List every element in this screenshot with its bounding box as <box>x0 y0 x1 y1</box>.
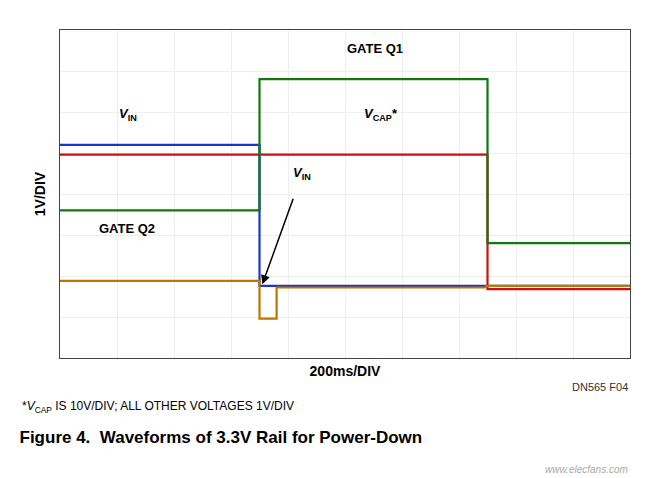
svg-text:V​CAP​*: V​CAP​* <box>364 106 398 123</box>
svg-text:*V​CAP​ IS 10V/DIV; ALL OTHER: *V​CAP​ IS 10V/DIV; ALL OTHER VOLTAGES 1… <box>22 399 294 415</box>
svg-text:200ms/DIV: 200ms/DIV <box>310 363 381 379</box>
svg-text:V​IN​: V​IN​ <box>293 165 311 182</box>
svg-text:1V/DIV: 1V/DIV <box>32 171 48 216</box>
svg-text:Figure 4. Waveforms of 3.3V R: Figure 4. Waveforms of 3.3V Rail for Pow… <box>20 428 423 447</box>
svg-text:www.elecfans.com: www.elecfans.com <box>545 464 628 475</box>
svg-text:GATE Q2: GATE Q2 <box>99 221 155 236</box>
svg-text:V​IN​: V​IN​ <box>119 106 137 123</box>
svg-text:GATE Q1: GATE Q1 <box>347 41 403 56</box>
svg-text:DN565 F04: DN565 F04 <box>572 381 628 393</box>
